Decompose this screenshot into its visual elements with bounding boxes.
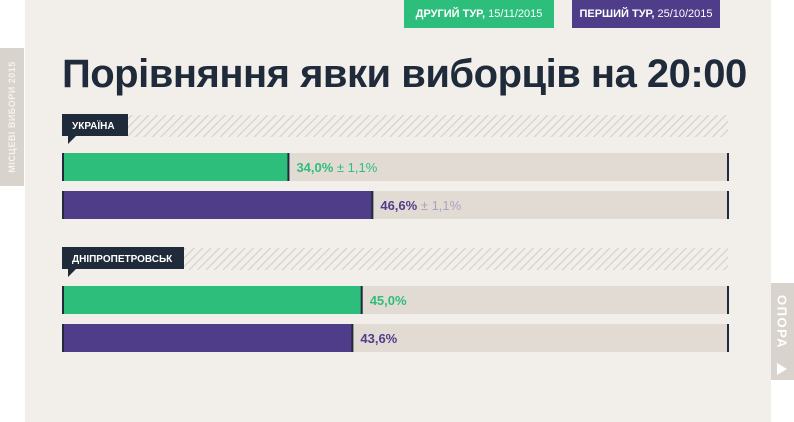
play-icon	[777, 363, 787, 375]
track-end-tick	[727, 324, 729, 352]
track-end-tick	[727, 191, 729, 219]
bar-start-tick	[62, 153, 64, 181]
category-label-tag	[62, 114, 128, 144]
legend-round-1[interactable]: ПЕРШИЙ ТУР, 25/10/2015	[572, 0, 720, 28]
track-end-tick	[727, 153, 729, 181]
data-label: 34,0% ± 1,1%	[296, 160, 377, 175]
bar-start-tick	[62, 324, 64, 352]
error-margin-label: ± 1,1%	[333, 160, 377, 175]
data-label: 46,6% ± 1,1%	[380, 198, 461, 213]
category-label: УКРАЇНА	[72, 119, 115, 132]
legend-round-1-name: ПЕРШИЙ ТУР,	[579, 8, 655, 20]
bar	[62, 286, 362, 314]
legend-round-2-name: ДРУГИЙ ТУР,	[415, 8, 486, 20]
category-label-tag	[62, 247, 184, 277]
data-label: 43,6%	[360, 331, 397, 346]
error-margin-label: ± 1,1%	[417, 198, 461, 213]
page-title: Порівняння явки виборців на 20:00	[62, 52, 747, 96]
bar-end-tick	[351, 324, 354, 352]
category-hatch-band	[184, 248, 728, 270]
category-hatch-band	[128, 115, 728, 137]
bar	[62, 191, 373, 219]
legend-round-2-date: 15/11/2015	[485, 8, 543, 20]
side-tab-local-elections[interactable]: МІСЦЕВІ ВИБОРИ 2015	[0, 48, 24, 186]
bar-end-tick	[371, 191, 374, 219]
legend-round-2[interactable]: ДРУГИЙ ТУР, 15/11/2015	[404, 0, 554, 28]
bar	[62, 153, 289, 181]
track-end-tick	[727, 286, 729, 314]
data-label: 45,0%	[370, 293, 407, 308]
bar-start-tick	[62, 191, 64, 219]
category-label: ДНІПРОПЕТРОВСЬК	[72, 254, 173, 265]
bar-end-tick	[360, 286, 363, 314]
bar	[62, 324, 353, 352]
bar-end-tick	[287, 153, 290, 181]
bar-start-tick	[62, 286, 64, 314]
legend-round-1-date: 25/10/2015	[654, 8, 713, 20]
brand-tab[interactable]: ОПОРА	[771, 283, 794, 380]
